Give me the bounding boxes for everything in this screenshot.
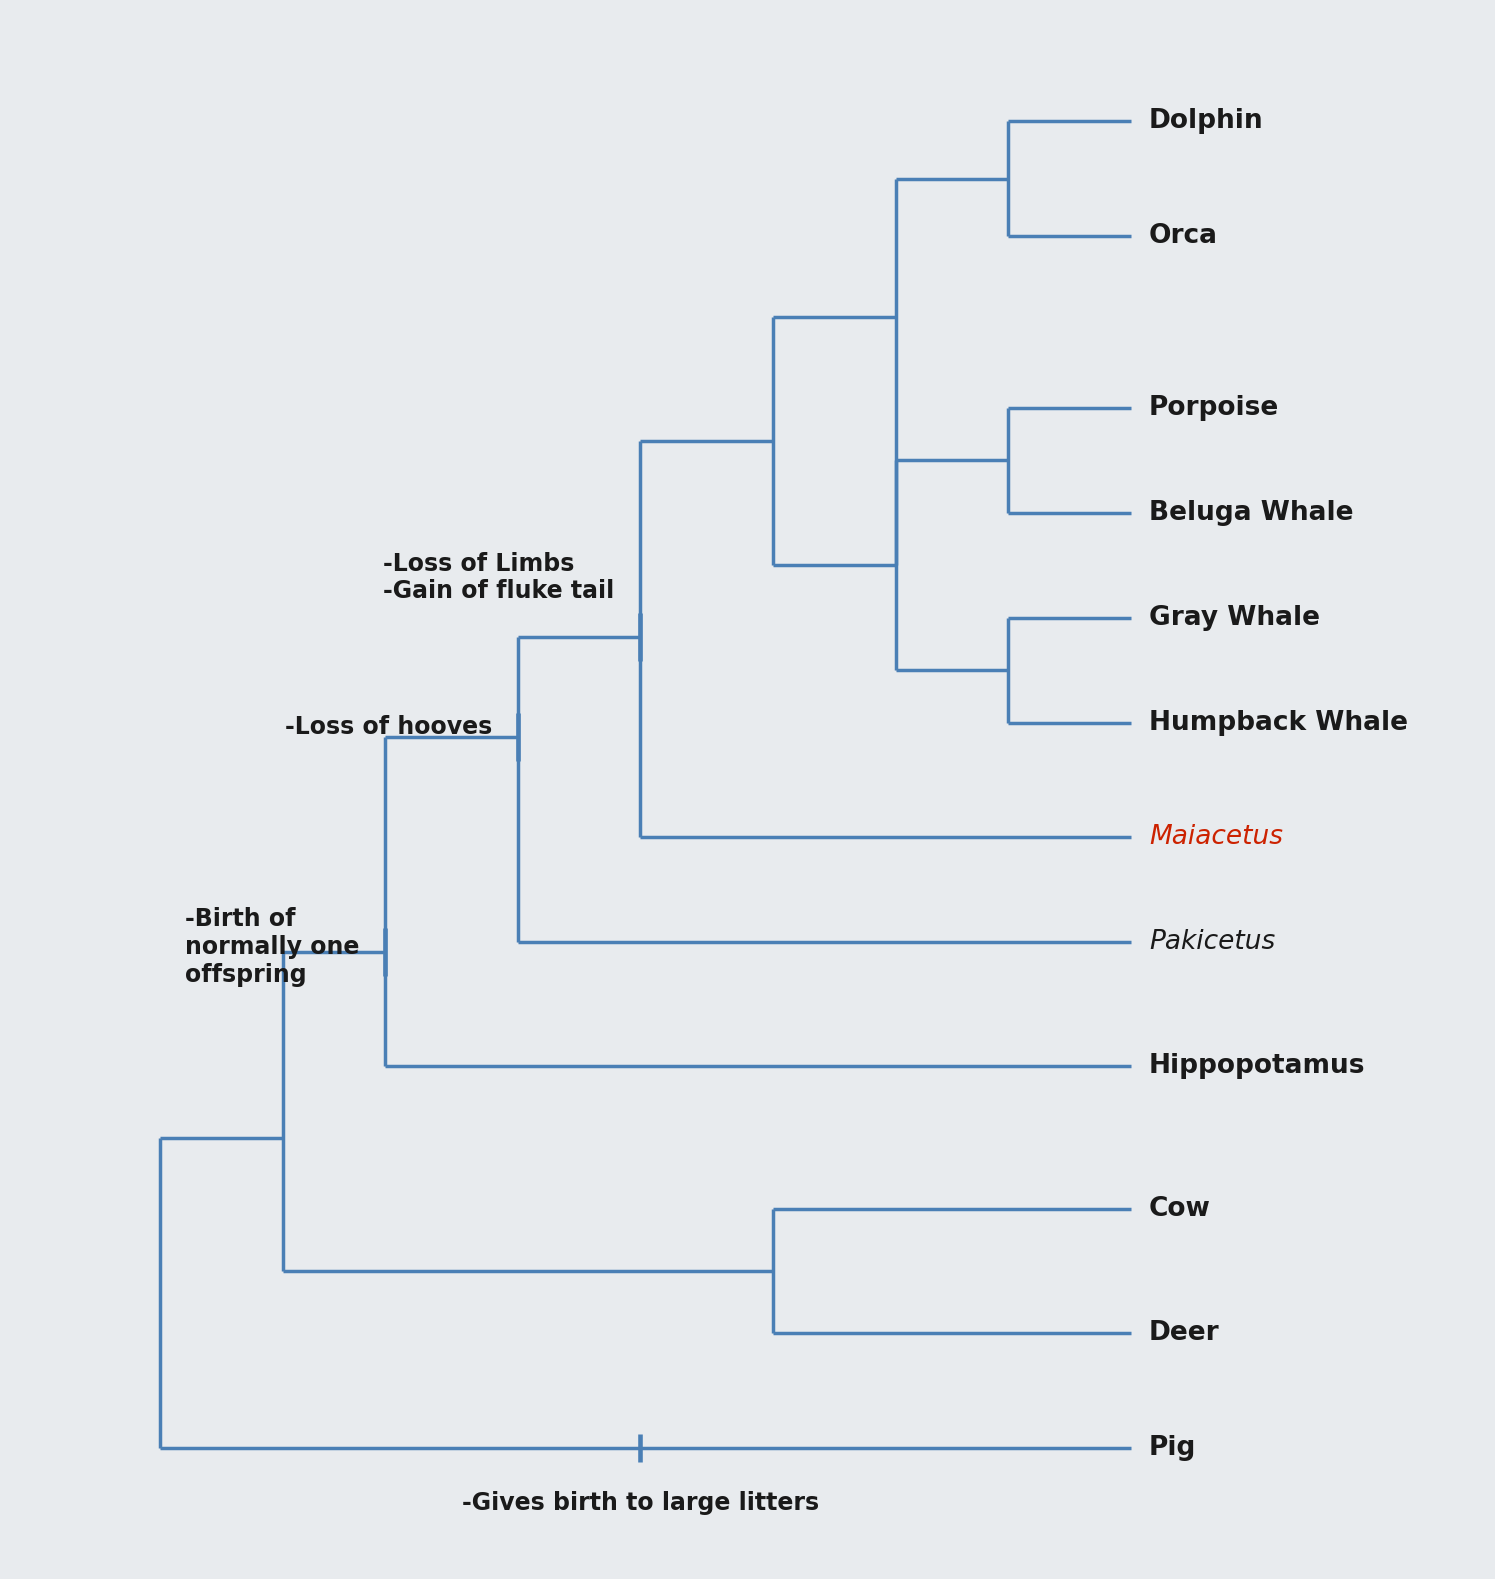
Text: -Loss of Limbs
-Gain of fluke tail: -Loss of Limbs -Gain of fluke tail [383, 551, 614, 603]
Text: Dolphin: Dolphin [1150, 109, 1263, 134]
Text: Hippopotamus: Hippopotamus [1150, 1053, 1365, 1080]
Text: Humpback Whale: Humpback Whale [1150, 709, 1408, 736]
Text: Gray Whale: Gray Whale [1150, 605, 1320, 630]
Text: -Gives birth to large litters: -Gives birth to large litters [462, 1491, 819, 1514]
Text: -Birth of
normally one
offspring: -Birth of normally one offspring [185, 908, 359, 987]
Text: Pakicetus: Pakicetus [1150, 928, 1275, 955]
Text: Deer: Deer [1150, 1320, 1220, 1347]
Text: Maiacetus: Maiacetus [1150, 824, 1283, 850]
Text: Orca: Orca [1150, 223, 1218, 249]
Text: -Loss of hooves: -Loss of hooves [286, 715, 492, 739]
Text: Pig: Pig [1150, 1435, 1196, 1461]
Text: Beluga Whale: Beluga Whale [1150, 499, 1353, 526]
Text: Porpoise: Porpoise [1150, 395, 1280, 420]
Text: Cow: Cow [1150, 1197, 1211, 1222]
